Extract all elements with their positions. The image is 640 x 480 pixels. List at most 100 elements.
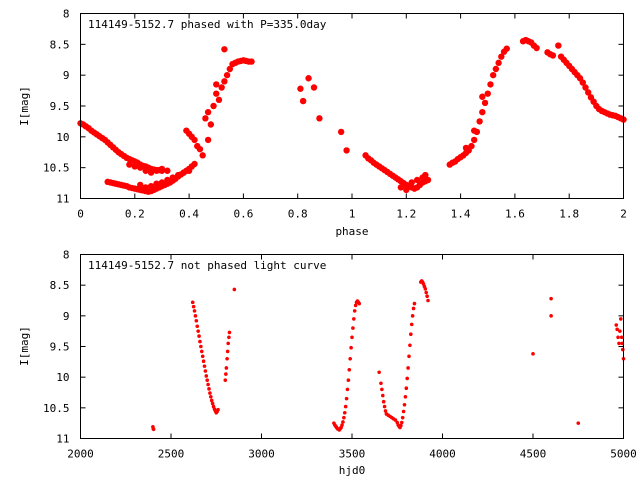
unphased-data-point xyxy=(349,345,353,350)
unphased-data-point xyxy=(205,378,209,383)
phased-data-point xyxy=(147,182,155,190)
unphased-data-point xyxy=(400,415,405,420)
unphased-data-point xyxy=(224,366,229,370)
phased-data-point xyxy=(204,108,212,116)
unphased-data-point xyxy=(549,296,553,301)
phased-data-point xyxy=(218,84,225,91)
phased-data-point xyxy=(468,142,475,150)
phased-x-tick-label: 1.8 xyxy=(559,208,579,221)
unphased-data-point xyxy=(227,335,231,340)
phased-data-point xyxy=(397,184,405,191)
unphased-data-point xyxy=(425,294,429,299)
phased-ticks: 0 0.2 0.4 0.6 0.8 1 1.2 1.4 1.6 1.8 2 8 8.5 9 9.5 10 10.… xyxy=(43,8,627,221)
unphased-data-point xyxy=(615,327,619,332)
unphased-x-tick-label: 4000 xyxy=(429,448,456,461)
unphased-data-point xyxy=(383,409,388,413)
unphased-data-point xyxy=(576,421,581,425)
phased-data-point xyxy=(297,85,304,92)
phased-data-points xyxy=(77,36,627,195)
unphased-data-point xyxy=(381,399,386,404)
unphased-data-point xyxy=(423,287,428,291)
phased-data-point xyxy=(180,169,187,176)
phased-data-point xyxy=(582,84,589,91)
phased-x-tick-label: 0.8 xyxy=(288,208,308,221)
phased-data-point xyxy=(175,171,182,179)
unphased-data-point xyxy=(227,330,232,335)
unphased-data-point xyxy=(216,407,220,412)
unphased-data-point xyxy=(225,349,230,354)
phased-data-point xyxy=(199,152,206,159)
unphased-data-point xyxy=(223,378,228,383)
phased-data-point xyxy=(316,115,323,122)
unphased-data-points xyxy=(151,279,626,432)
phased-data-point xyxy=(221,46,228,53)
phased-data-point xyxy=(158,179,166,186)
unphased-data-point xyxy=(206,382,210,387)
unphased-data-point xyxy=(619,335,624,340)
phased-data-point xyxy=(204,136,212,144)
phased-data-point xyxy=(585,89,592,96)
unphased-data-point xyxy=(409,332,413,337)
phased-y-tick-label: 8 xyxy=(63,8,70,21)
unphased-data-point xyxy=(405,376,410,381)
unphased-data-point xyxy=(377,370,381,375)
unphased-data-point xyxy=(203,369,208,373)
unphased-data-point xyxy=(195,324,200,329)
unphased-y-tick-label: 10.5 xyxy=(43,402,70,415)
unphased-data-point xyxy=(408,343,412,348)
unphased-data-point xyxy=(341,420,345,424)
phased-data-point xyxy=(142,184,149,191)
unphased-y-tick-label: 9.5 xyxy=(50,341,70,354)
unphased-data-point xyxy=(208,391,212,395)
unphased-data-point xyxy=(342,410,347,415)
unphased-data-point xyxy=(210,401,215,406)
unphased-data-point xyxy=(426,298,430,303)
phased-data-point xyxy=(153,167,160,174)
unphased-y-tick-label: 8.5 xyxy=(50,279,70,292)
unphased-data-point xyxy=(198,339,202,344)
phased-y-tick-label: 10 xyxy=(56,131,69,144)
phased-data-point xyxy=(131,163,138,170)
unphased-data-point xyxy=(225,356,229,361)
phased-data-point xyxy=(549,52,557,59)
phased-data-point xyxy=(126,161,133,168)
phased-data-point xyxy=(479,108,486,116)
phased-data-point xyxy=(503,45,510,52)
unphased-data-point xyxy=(204,374,209,378)
phased-data-point xyxy=(337,128,345,136)
unphased-data-point xyxy=(194,318,199,323)
phased-y-axis-label: I[mag] xyxy=(18,86,31,126)
phased-data-point xyxy=(202,115,209,122)
phased-data-point xyxy=(213,81,220,88)
unphased-data-point xyxy=(617,341,621,346)
phased-x-tick-label: 0.6 xyxy=(233,208,253,221)
phased-x-tick-label: 1.2 xyxy=(396,208,416,221)
unphased-data-point xyxy=(357,301,362,306)
unphased-y-tick-label: 11 xyxy=(56,433,69,446)
phased-data-point xyxy=(169,174,177,181)
unphased-chart: 2000 2500 3000 3500 4000 4500 5000 8 8.5 9 9.5 10 10… xyxy=(18,249,637,478)
unphased-data-point xyxy=(345,387,350,392)
phased-x-axis-label: phase xyxy=(335,225,368,238)
phased-data-point xyxy=(191,160,198,168)
unphased-x-tick-label: 2000 xyxy=(67,448,94,461)
phased-data-point xyxy=(137,164,144,171)
phased-data-point xyxy=(142,167,149,174)
unphased-data-point xyxy=(531,352,535,356)
unphased-y-tick-label: 8 xyxy=(63,249,70,262)
unphased-y-axis-label: I[mag] xyxy=(18,326,31,366)
unphased-data-point xyxy=(412,301,417,306)
unphased-data-point xyxy=(402,402,407,407)
unphased-data-point xyxy=(199,344,203,349)
unphased-data-point xyxy=(351,326,355,330)
unphased-x-tick-label: 4500 xyxy=(520,448,547,461)
unphased-data-point xyxy=(353,303,358,308)
unphased-data-point xyxy=(344,396,349,401)
unphased-data-point xyxy=(380,393,385,398)
unphased-data-point xyxy=(404,386,409,391)
unphased-ticks: 2000 2500 3000 3500 4000 4500 5000 8 8.5 9 9.5 10 10… xyxy=(43,249,637,461)
phased-data-point xyxy=(484,90,491,97)
phased-data-point xyxy=(476,118,483,125)
unphased-data-point xyxy=(200,354,205,359)
